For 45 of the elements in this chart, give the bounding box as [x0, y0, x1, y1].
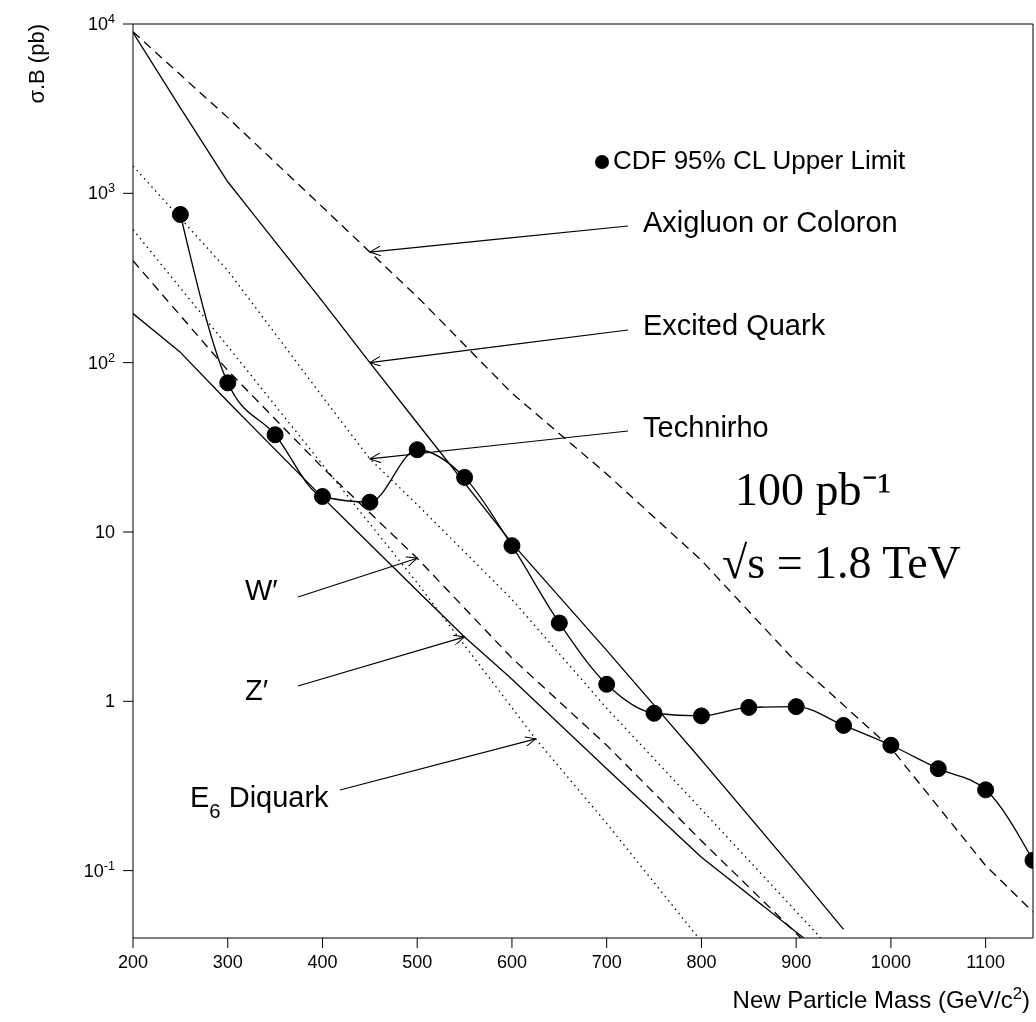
point [645, 704, 663, 722]
point [977, 781, 995, 799]
point [787, 698, 805, 716]
y-tick-label: 10$^{2}$ [87, 350, 115, 373]
point [171, 205, 189, 223]
x-tick-label: 1100 [966, 952, 1005, 972]
point [835, 716, 853, 734]
x-tick-label: 900 [781, 952, 812, 972]
x-tick-label: 800 [686, 952, 717, 972]
annotation: 100 pb⁻¹ [735, 464, 892, 515]
y-axis-title: σ.B (pb) [24, 24, 49, 104]
y-tick-label: 1 [104, 691, 115, 712]
x-tick-label: 1000 [870, 952, 911, 972]
x-tick-label: 400 [307, 952, 338, 972]
annotation: Excited Quark [643, 309, 826, 341]
x-tick-label: 500 [402, 952, 433, 972]
point [503, 537, 521, 555]
point [692, 707, 710, 725]
point [313, 488, 331, 505]
annotation: E$_{6}$ Diquark [190, 781, 330, 822]
x-axis-title: New Particle Mass (GeV/c$^{2}$) [732, 983, 1030, 1013]
annotation: W′ [245, 574, 278, 606]
legend-label: CDF 95% CL Upper Limit [613, 145, 906, 175]
x-tick-label: 600 [496, 952, 527, 972]
point [550, 614, 568, 632]
y-tick-label: 10$^{4}$ [87, 12, 115, 34]
point [740, 698, 758, 716]
x-tick-label: 700 [591, 952, 622, 972]
point [882, 736, 900, 754]
point [266, 426, 284, 444]
annotation: Technirho [643, 411, 769, 443]
annotation: Axigluon or Coloron [643, 206, 898, 238]
y-tick-label: 10$^{3}$ [87, 181, 115, 204]
annotation: √s = 1.8 TeV [722, 537, 961, 588]
x-tick-label: 200 [117, 952, 149, 972]
point [598, 675, 616, 693]
point [408, 441, 426, 459]
annotation: Z′ [245, 674, 269, 706]
point [929, 760, 947, 778]
y-tick-label: 10 [94, 521, 115, 542]
y-tick-label: 10$^{-1}$ [83, 858, 115, 881]
x-tick-label: 300 [212, 952, 243, 972]
point [361, 493, 379, 511]
point [219, 374, 237, 392]
point [456, 468, 474, 486]
